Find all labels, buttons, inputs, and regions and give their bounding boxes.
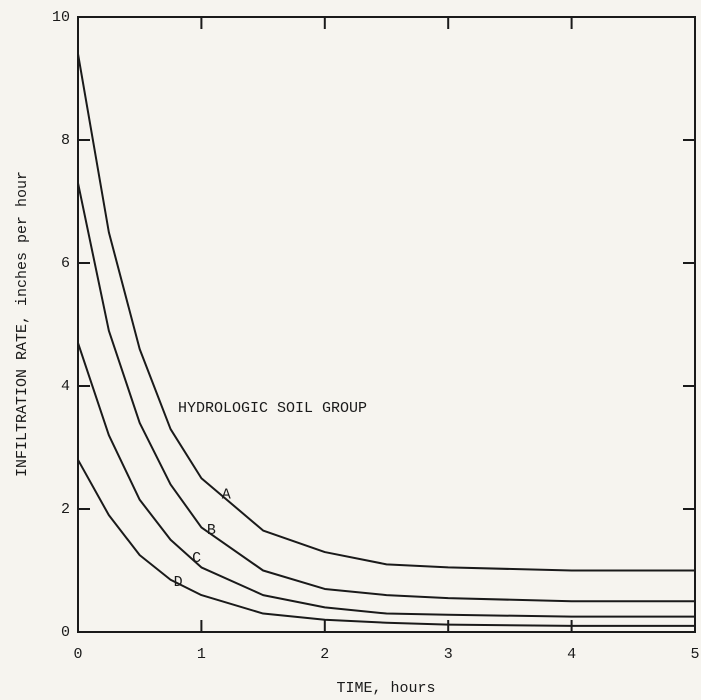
- annotation: HYDROLOGIC SOIL GROUP: [178, 400, 367, 417]
- curve-label: D: [174, 574, 183, 591]
- y-tick-label: 0: [61, 624, 70, 641]
- y-axis-label: INFILTRATION RATE, inches per hour: [14, 171, 31, 477]
- y-tick-label: 8: [61, 132, 70, 149]
- y-tick-label: 4: [61, 378, 70, 395]
- y-tick-label: 2: [61, 501, 70, 518]
- curve-label: A: [222, 487, 231, 504]
- curve: [77, 459, 695, 627]
- curve-label: C: [192, 550, 201, 567]
- x-tick-label: 4: [567, 646, 576, 663]
- curve: [77, 342, 695, 618]
- x-tick-label: 5: [690, 646, 699, 663]
- x-tick-label: 3: [444, 646, 453, 663]
- y-tick-label: 6: [61, 255, 70, 272]
- curve-label: B: [207, 522, 216, 539]
- y-tick-label: 10: [52, 9, 70, 26]
- curve: [77, 182, 695, 603]
- x-tick-label: 2: [320, 646, 329, 663]
- plot-frame: [77, 16, 696, 633]
- curve: [77, 53, 695, 572]
- x-tick-label: 1: [197, 646, 206, 663]
- x-tick-label: 0: [73, 646, 82, 663]
- x-axis-label: TIME, hours: [336, 680, 435, 697]
